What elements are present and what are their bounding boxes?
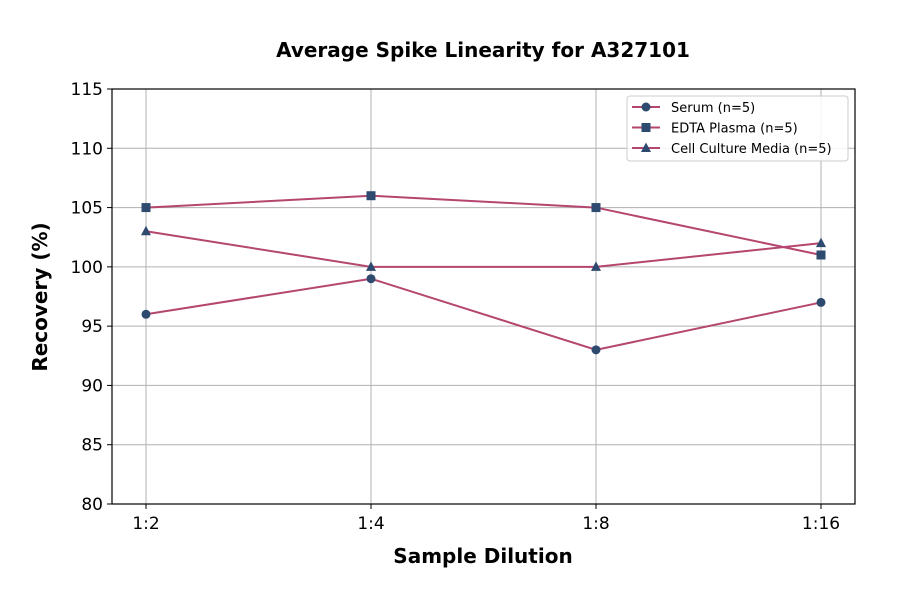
y-tick-label: 90 [81,376,103,396]
legend-label: EDTA Plasma (n=5) [671,122,798,137]
chart-title: Average Spike Linearity for A327101 [276,38,690,62]
data-point [366,191,376,201]
x-axis-label: Sample Dilution [393,544,572,568]
series-line [145,230,822,268]
series-group [141,191,826,355]
data-point [816,250,826,260]
x-tick-label: 1:8 [582,514,609,534]
data-point [366,274,376,284]
y-tick-label: 100 [71,258,103,278]
series-triangle [141,225,826,271]
axis-ticks: 80 85 90 95 100 105 110 115 1:2 1:4 1:8 1:16 [71,80,841,534]
legend-marker [641,142,651,152]
data-point [366,261,376,271]
y-tick-label: 80 [81,495,103,515]
series-line [145,194,822,256]
series-square [141,191,826,260]
x-tick-label: 1:16 [802,514,840,534]
data-point [591,345,601,355]
series-line [145,277,822,351]
series-circle [141,274,826,355]
data-point [141,309,151,319]
data-point [141,203,151,213]
x-tick-label: 1:4 [357,514,384,534]
y-tick-label: 95 [81,317,103,337]
legend-marker [641,102,651,112]
y-tick-label: 105 [71,199,103,219]
data-point [591,203,601,213]
y-tick-label: 115 [71,80,103,100]
data-point [141,225,151,236]
x-tick-label: 1:2 [132,514,159,534]
legend: Serum (n=5) EDTA Plasma (n=5) Cell Culture… [626,95,849,162]
legend-label: Cell Culture Media (n=5) [671,142,832,157]
y-tick-label: 110 [71,139,103,159]
plot-frame [111,88,856,505]
legend-box [626,95,849,162]
legend-marker [641,123,651,132]
data-point [816,237,826,248]
data-point [591,261,601,271]
legend-label: Serum (n=5) [671,101,755,116]
y-tick-label: 85 [81,436,103,456]
y-axis-label: Recovery (%) [28,222,52,371]
data-point [816,297,826,307]
